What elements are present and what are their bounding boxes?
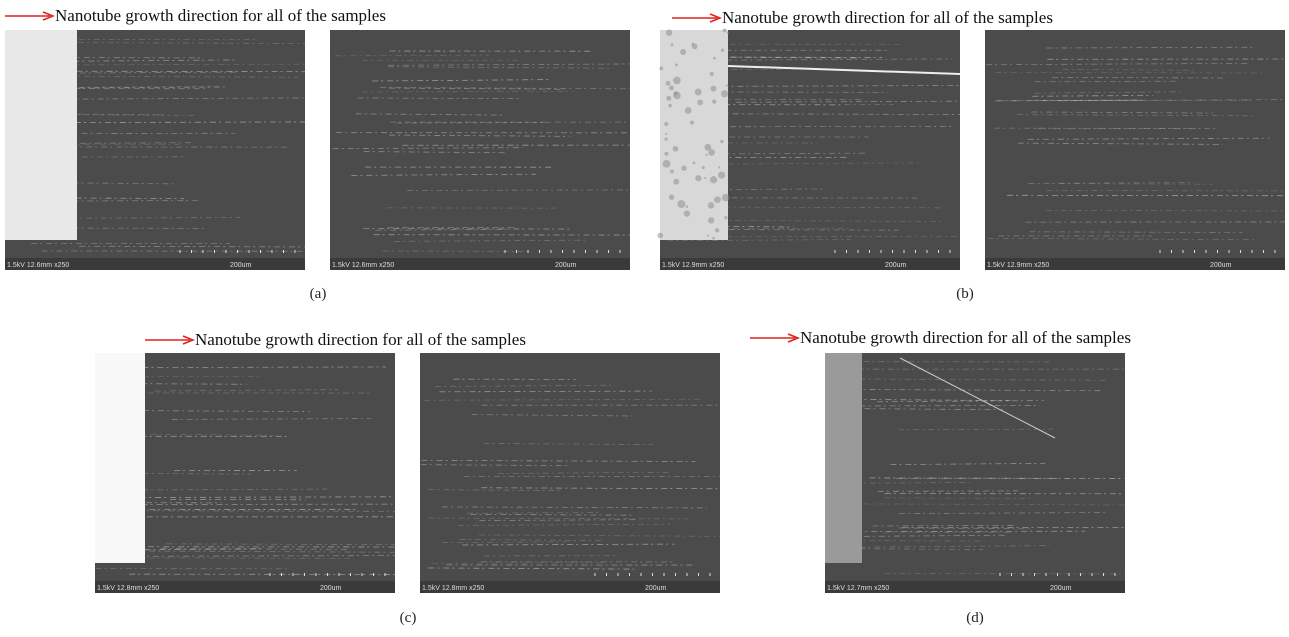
texture-dot: [708, 217, 714, 223]
texture-dot: [724, 216, 727, 219]
texture-dot: [659, 66, 663, 70]
texture-dot: [686, 205, 689, 208]
texture-dot: [718, 166, 720, 168]
texture-dot: [697, 100, 703, 106]
image-background: [985, 30, 1285, 270]
texture-dot: [695, 89, 702, 96]
texture-dot: [685, 107, 692, 114]
texture-dot: [670, 170, 674, 174]
texture-dot: [706, 154, 708, 156]
panel-heading: Nanotube growth direction for all of the…: [55, 6, 386, 25]
texture-dot: [691, 43, 694, 46]
texture-dot: [671, 43, 674, 46]
electrode-block: [5, 30, 77, 240]
texture-dot: [721, 90, 728, 97]
scale-label: 200um: [645, 585, 667, 592]
texture-dot: [727, 32, 729, 34]
texture-dot: [664, 122, 668, 126]
texture-dot: [673, 146, 679, 152]
texture-dot: [681, 165, 686, 170]
texture-dot: [684, 210, 690, 216]
texture-dot: [713, 57, 716, 60]
texture-dot: [669, 85, 674, 90]
sem-image: 1.5kV 12.7mm x250 200um: [825, 353, 1125, 593]
panel-label: (d): [966, 610, 984, 626]
texture-dot: [714, 196, 721, 203]
texture-dot: [721, 49, 724, 52]
texture-dot: [657, 233, 663, 239]
texture-dot: [718, 171, 725, 178]
texture-dot: [664, 137, 667, 140]
electrode-block: [660, 30, 728, 240]
panel-label: (c): [400, 610, 417, 626]
texture-dot: [673, 92, 681, 100]
texture-dot: [663, 160, 671, 168]
electrode-block: [95, 353, 145, 563]
texture-dot: [673, 179, 679, 185]
sem-image: 1.5kV 12.9mm x250 200um: [657, 28, 960, 270]
sem-image: 1.5kV 12.9mm x250 200um: [985, 30, 1285, 270]
texture-dot: [695, 175, 701, 181]
texture-dot: [690, 120, 694, 124]
panel-heading: Nanotube growth direction for all of the…: [800, 328, 1131, 347]
nanotube-streak: [362, 91, 574, 92]
sem-image: 1.5kV 12.6mm x250 200um: [330, 30, 630, 270]
texture-dot: [715, 228, 719, 232]
scale-label: 200um: [885, 262, 907, 269]
texture-dot: [704, 177, 706, 179]
panel-label: (a): [310, 286, 327, 302]
texture-dot: [712, 237, 715, 240]
texture-dot: [722, 194, 730, 202]
image-info: 1.5kV 12.6mm x250: [7, 262, 69, 269]
texture-dot: [710, 72, 714, 76]
texture-dot: [668, 104, 672, 108]
texture-dot: [675, 63, 678, 66]
texture-dot: [708, 202, 714, 208]
texture-dot: [704, 144, 711, 151]
texture-dot: [720, 140, 723, 143]
image-info: 1.5kV 12.9mm x250: [662, 262, 724, 269]
image-info: 1.5kV 12.7mm x250: [827, 585, 889, 592]
texture-dot: [666, 81, 671, 86]
texture-dot: [669, 194, 674, 199]
sem-image: 1.5kV 12.6mm x250 200um: [5, 30, 305, 270]
image-background: [420, 353, 720, 593]
scale-label: 200um: [230, 262, 252, 269]
scale-label: 200um: [555, 262, 577, 269]
image-background: [330, 30, 630, 270]
image-info: 1.5kV 12.8mm x250: [97, 585, 159, 592]
texture-dot: [666, 29, 672, 35]
scale-label: 200um: [1210, 262, 1232, 269]
texture-dot: [673, 77, 681, 85]
texture-dot: [680, 49, 686, 55]
panel-label: (b): [956, 286, 974, 302]
texture-dot: [723, 28, 727, 32]
figure: Nanotube growth direction for all of the…: [0, 0, 1289, 637]
panel-heading: Nanotube growth direction for all of the…: [195, 330, 526, 349]
sem-image: 1.5kV 12.8mm x250 200um: [95, 353, 395, 593]
image-info: 1.5kV 12.9mm x250: [987, 262, 1049, 269]
texture-dot: [693, 161, 696, 164]
image-info: 1.5kV 12.8mm x250: [422, 585, 484, 592]
sem-image: 1.5kV 12.8mm x250 200um: [420, 353, 720, 593]
texture-dot: [710, 86, 716, 92]
texture-dot: [677, 200, 685, 208]
texture-dot: [707, 235, 709, 237]
texture-dot: [702, 166, 705, 169]
panel-heading: Nanotube growth direction for all of the…: [722, 8, 1053, 27]
texture-dot: [665, 133, 667, 135]
texture-dot: [710, 176, 717, 183]
texture-dot: [664, 152, 668, 156]
electrode-block: [825, 353, 862, 563]
texture-dot: [726, 84, 728, 86]
scale-label: 200um: [1050, 585, 1072, 592]
scale-label: 200um: [320, 585, 342, 592]
texture-dot: [712, 99, 716, 103]
image-info: 1.5kV 12.6mm x250: [332, 262, 394, 269]
texture-dot: [666, 96, 671, 101]
image-background: [825, 353, 1125, 593]
